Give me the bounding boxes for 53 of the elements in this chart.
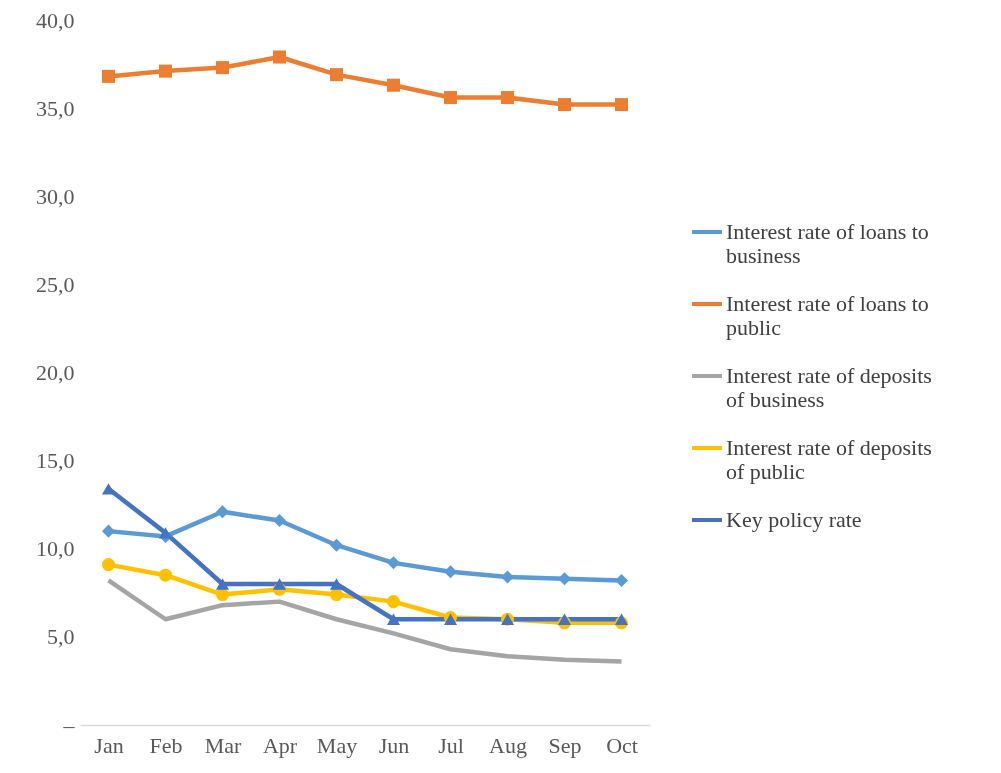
point xyxy=(215,505,230,519)
point xyxy=(386,556,401,570)
point xyxy=(386,613,401,625)
point xyxy=(443,91,458,105)
point xyxy=(614,98,629,112)
point xyxy=(557,98,572,112)
legend-label: Interest rate of deposits of business xyxy=(726,363,932,412)
point xyxy=(215,588,230,602)
x-tick-label: Jan xyxy=(94,732,124,758)
point xyxy=(614,573,629,587)
x-tick-label: Jul xyxy=(438,732,464,758)
x-tick-label: Apr xyxy=(262,732,298,758)
point xyxy=(215,61,230,75)
point xyxy=(500,91,515,105)
point xyxy=(158,527,173,539)
line-series xyxy=(106,578,624,664)
point xyxy=(557,613,572,625)
x-tick-label: Jun xyxy=(378,732,410,758)
point xyxy=(329,578,344,590)
x-tick-label: Feb xyxy=(149,732,183,758)
legend-label: Interest rate of loans to business xyxy=(726,219,929,268)
x-tick-label: Mar xyxy=(204,732,242,758)
point xyxy=(272,514,287,528)
legend-label: Interest rate of loans to public xyxy=(726,291,929,340)
point xyxy=(215,578,230,590)
y-tick-label: 15,0 xyxy=(36,448,75,474)
y-tick-label: 35,0 xyxy=(36,95,75,121)
y-tick-label: 25,0 xyxy=(36,271,75,297)
point xyxy=(158,64,173,78)
y-tick-label: 40,0 xyxy=(36,7,75,33)
x-tick-label: May xyxy=(316,732,358,758)
point xyxy=(329,68,344,82)
point xyxy=(101,524,116,538)
point xyxy=(614,613,629,625)
x-tick-label: Aug xyxy=(489,732,527,758)
x-tick-label: Sep xyxy=(548,732,582,758)
y-tick-label: 20,0 xyxy=(36,360,75,385)
y-tick-label: 5,0 xyxy=(47,624,75,650)
x-tick-label: Oct xyxy=(606,732,638,758)
y-tick-label: 30,0 xyxy=(36,183,75,209)
point xyxy=(386,78,401,92)
point xyxy=(101,69,116,83)
point xyxy=(329,538,344,552)
point xyxy=(272,50,287,64)
point xyxy=(329,588,344,602)
point xyxy=(158,568,173,582)
y-tick-label: 10,0 xyxy=(36,536,75,562)
point xyxy=(101,558,116,572)
y-tick-label: – xyxy=(62,712,76,738)
point xyxy=(386,595,401,609)
legend-label: Interest rate of deposits of public xyxy=(726,435,932,484)
legend-label: Key policy rate xyxy=(726,507,862,532)
point xyxy=(272,578,287,590)
